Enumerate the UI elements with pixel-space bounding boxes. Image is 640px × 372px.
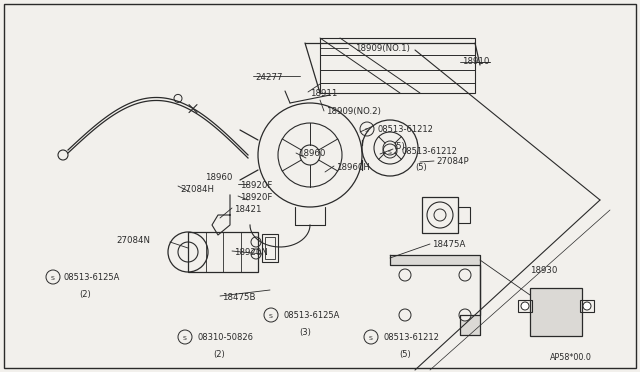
Text: 18930: 18930 — [530, 266, 557, 275]
Text: 18909(NO.1): 18909(NO.1) — [355, 44, 410, 53]
Text: 08513-6125A: 08513-6125A — [64, 273, 120, 282]
Bar — [265, 237, 275, 259]
Text: 27084P: 27084P — [436, 157, 468, 166]
Text: 18911: 18911 — [310, 89, 337, 98]
Text: 18920F: 18920F — [240, 181, 273, 190]
Text: 18909(NO.2): 18909(NO.2) — [326, 107, 381, 116]
Circle shape — [399, 309, 411, 321]
Text: 18960: 18960 — [205, 173, 232, 182]
Circle shape — [521, 302, 529, 310]
Text: 08310-50826: 08310-50826 — [198, 334, 254, 343]
Text: 27084H: 27084H — [180, 185, 214, 194]
Bar — [530, 288, 582, 336]
Text: (2): (2) — [79, 290, 91, 299]
Text: S: S — [369, 336, 373, 340]
Text: 08513-61212: 08513-61212 — [401, 148, 457, 157]
Text: 18960H: 18960H — [336, 163, 370, 172]
Circle shape — [399, 269, 411, 281]
Text: 18910: 18910 — [462, 58, 490, 67]
Text: AP58*00.0: AP58*00.0 — [550, 353, 592, 362]
Text: 18920N: 18920N — [234, 248, 268, 257]
Text: 18421: 18421 — [234, 205, 262, 214]
Bar — [262, 234, 278, 262]
Circle shape — [583, 302, 591, 310]
Text: 08513-61212: 08513-61212 — [384, 334, 440, 343]
Bar — [458, 207, 470, 223]
Text: 18960: 18960 — [298, 149, 325, 158]
Bar — [580, 300, 594, 312]
Circle shape — [459, 269, 471, 281]
Bar — [188, 232, 258, 272]
Text: S: S — [388, 150, 392, 154]
Text: 24277: 24277 — [255, 73, 282, 82]
Text: 27084N: 27084N — [116, 236, 150, 245]
Bar — [518, 300, 532, 312]
Text: 08513-6125A: 08513-6125A — [284, 311, 340, 321]
Text: S: S — [51, 276, 55, 280]
Polygon shape — [390, 255, 480, 335]
Text: S: S — [269, 314, 273, 318]
Text: 08513-61212: 08513-61212 — [378, 125, 434, 135]
Circle shape — [459, 309, 471, 321]
Text: (2): (2) — [213, 350, 225, 359]
Bar — [320, 38, 475, 93]
Text: 18920F: 18920F — [240, 193, 273, 202]
Text: 18475A: 18475A — [432, 240, 465, 249]
Text: S: S — [183, 336, 187, 340]
Text: (3): (3) — [299, 328, 311, 337]
Text: S: S — [365, 128, 369, 132]
Text: (5): (5) — [415, 163, 427, 172]
Text: (5): (5) — [393, 142, 404, 151]
Text: (5): (5) — [399, 350, 411, 359]
Bar — [422, 197, 458, 233]
Text: 18475B: 18475B — [222, 293, 255, 302]
